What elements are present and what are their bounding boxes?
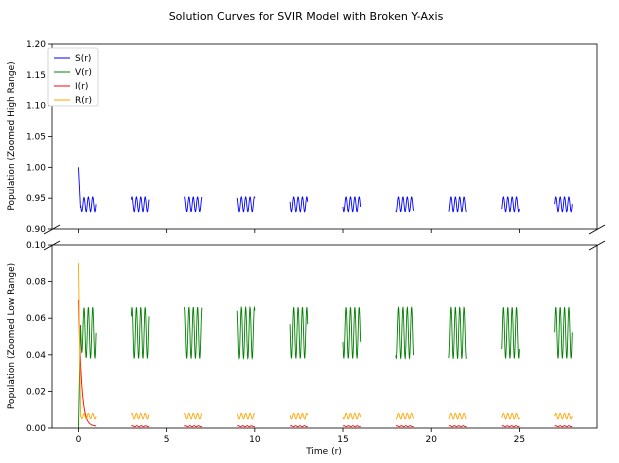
series-line-rr — [554, 412, 573, 420]
series-line-rr — [289, 412, 309, 420]
series-line-sr — [448, 196, 467, 213]
legend-box — [47, 47, 99, 107]
bottom-x-tick-label: 5 — [164, 435, 170, 445]
bottom-y-ticks: 0.00 0.02 0.04 0.06 0.08 0.10 — [26, 241, 52, 434]
bottom-x-tick-label: 20 — [425, 435, 437, 445]
series-line-sr — [130, 196, 150, 213]
legend-entry-label: R(r) — [75, 96, 92, 106]
top-y-tick-label: 1.00 — [26, 163, 46, 173]
break-mark-left-bottom — [43, 240, 61, 251]
series-line-sr — [78, 167, 97, 213]
bottom-x-tick-label: 10 — [249, 435, 261, 445]
bottom-x-ticks: 0 5 10 15 20 25 — [76, 428, 525, 445]
bottom-y-tick-label: 0.08 — [26, 278, 46, 288]
series-line-vr — [130, 307, 150, 359]
series-line-ir — [289, 425, 309, 428]
series-line-ir — [236, 425, 256, 428]
series-line-rr — [184, 412, 203, 420]
x-axis-label: Time (r) — [305, 447, 342, 457]
top-y-tick-label: 0.90 — [26, 225, 46, 235]
top-y-tick-label: 0.95 — [26, 194, 46, 204]
bottom-y-tick-label: 0.02 — [26, 387, 46, 397]
series-line-ir — [501, 425, 520, 428]
bottom-y-tick-label: 0.06 — [26, 314, 46, 324]
series-line-ir — [448, 425, 467, 428]
series-line-rr — [395, 412, 414, 420]
top-y-ticks: 0.90 0.95 1.00 1.05 1.10 1.15 1.20 — [26, 40, 52, 235]
top-y-tick-label: 1.05 — [26, 133, 46, 143]
series-line-rr — [448, 412, 467, 420]
series-line-rr — [501, 412, 520, 420]
series-line-ir — [395, 425, 414, 428]
break-mark-left-top — [43, 224, 61, 235]
top-y-axis-label: Population (Zoomed High Range) — [7, 61, 17, 210]
legend-entry-label: S(r) — [75, 54, 91, 64]
legend: S(r) V(r) I(r) R(r) — [47, 47, 99, 107]
series-line-ir — [342, 425, 361, 428]
bottom-x-tick-label: 0 — [76, 435, 82, 445]
series-line-sr — [184, 196, 203, 213]
series-line-rr — [236, 412, 256, 420]
series-line-sr — [395, 196, 415, 213]
series-line-sr — [554, 196, 573, 213]
bottom-panel: 0.00 0.02 0.04 0.06 0.08 0.10 0 5 10 15 20 25 Popu… — [7, 241, 598, 457]
bottom-panel-frame — [51, 244, 598, 429]
series-line-sr — [289, 196, 309, 213]
series-line-sr — [342, 196, 362, 213]
bottom-x-tick-label: 25 — [514, 435, 525, 445]
series-line-vr — [236, 305, 256, 360]
legend-entry-label: I(r) — [75, 82, 88, 92]
chart-title: Solution Curves for SVIR Model with Brok… — [169, 10, 444, 23]
series-line-vr — [554, 307, 573, 359]
series-line-vr — [395, 306, 415, 360]
series-line-sr — [236, 196, 256, 213]
series-line-ir — [78, 299, 97, 427]
bottom-y-tick-label: 0.04 — [26, 351, 46, 361]
series-line-rr — [130, 412, 150, 420]
series-line-rr — [78, 263, 97, 420]
series-line-vr — [448, 306, 467, 360]
series-line-vr — [342, 307, 362, 359]
series-line-sr — [501, 196, 520, 213]
series-line-ir — [184, 425, 203, 428]
break-mark-right-top — [588, 224, 606, 235]
series-line-vr — [78, 307, 97, 429]
top-x-ticks — [78, 229, 520, 233]
top-panel: 0.90 0.95 1.00 1.05 1.10 1.15 1.20 Population … — [7, 40, 598, 235]
break-mark-right-bottom — [588, 240, 606, 251]
bottom-y-axis-label: Population (Zoomed Low Range) — [7, 263, 17, 409]
bottom-y-tick-label: 0.00 — [26, 424, 46, 434]
bottom-x-tick-label: 15 — [337, 435, 348, 445]
top-y-tick-label: 1.15 — [26, 71, 46, 81]
series-line-ir — [131, 425, 150, 428]
series-line-rr — [342, 412, 362, 420]
series-line-vr — [501, 307, 520, 359]
legend-entry-label: V(r) — [75, 68, 92, 78]
top-series — [78, 167, 573, 213]
axis-break-marks — [43, 224, 606, 251]
top-y-tick-label: 1.20 — [26, 40, 46, 50]
bottom-series — [78, 263, 573, 429]
top-y-tick-label: 1.10 — [26, 102, 46, 112]
top-panel-frame — [51, 43, 598, 230]
bottom-y-tick-label: 0.10 — [26, 241, 46, 251]
series-line-vr — [184, 306, 203, 359]
series-line-ir — [554, 425, 573, 428]
series-line-vr — [289, 307, 309, 359]
